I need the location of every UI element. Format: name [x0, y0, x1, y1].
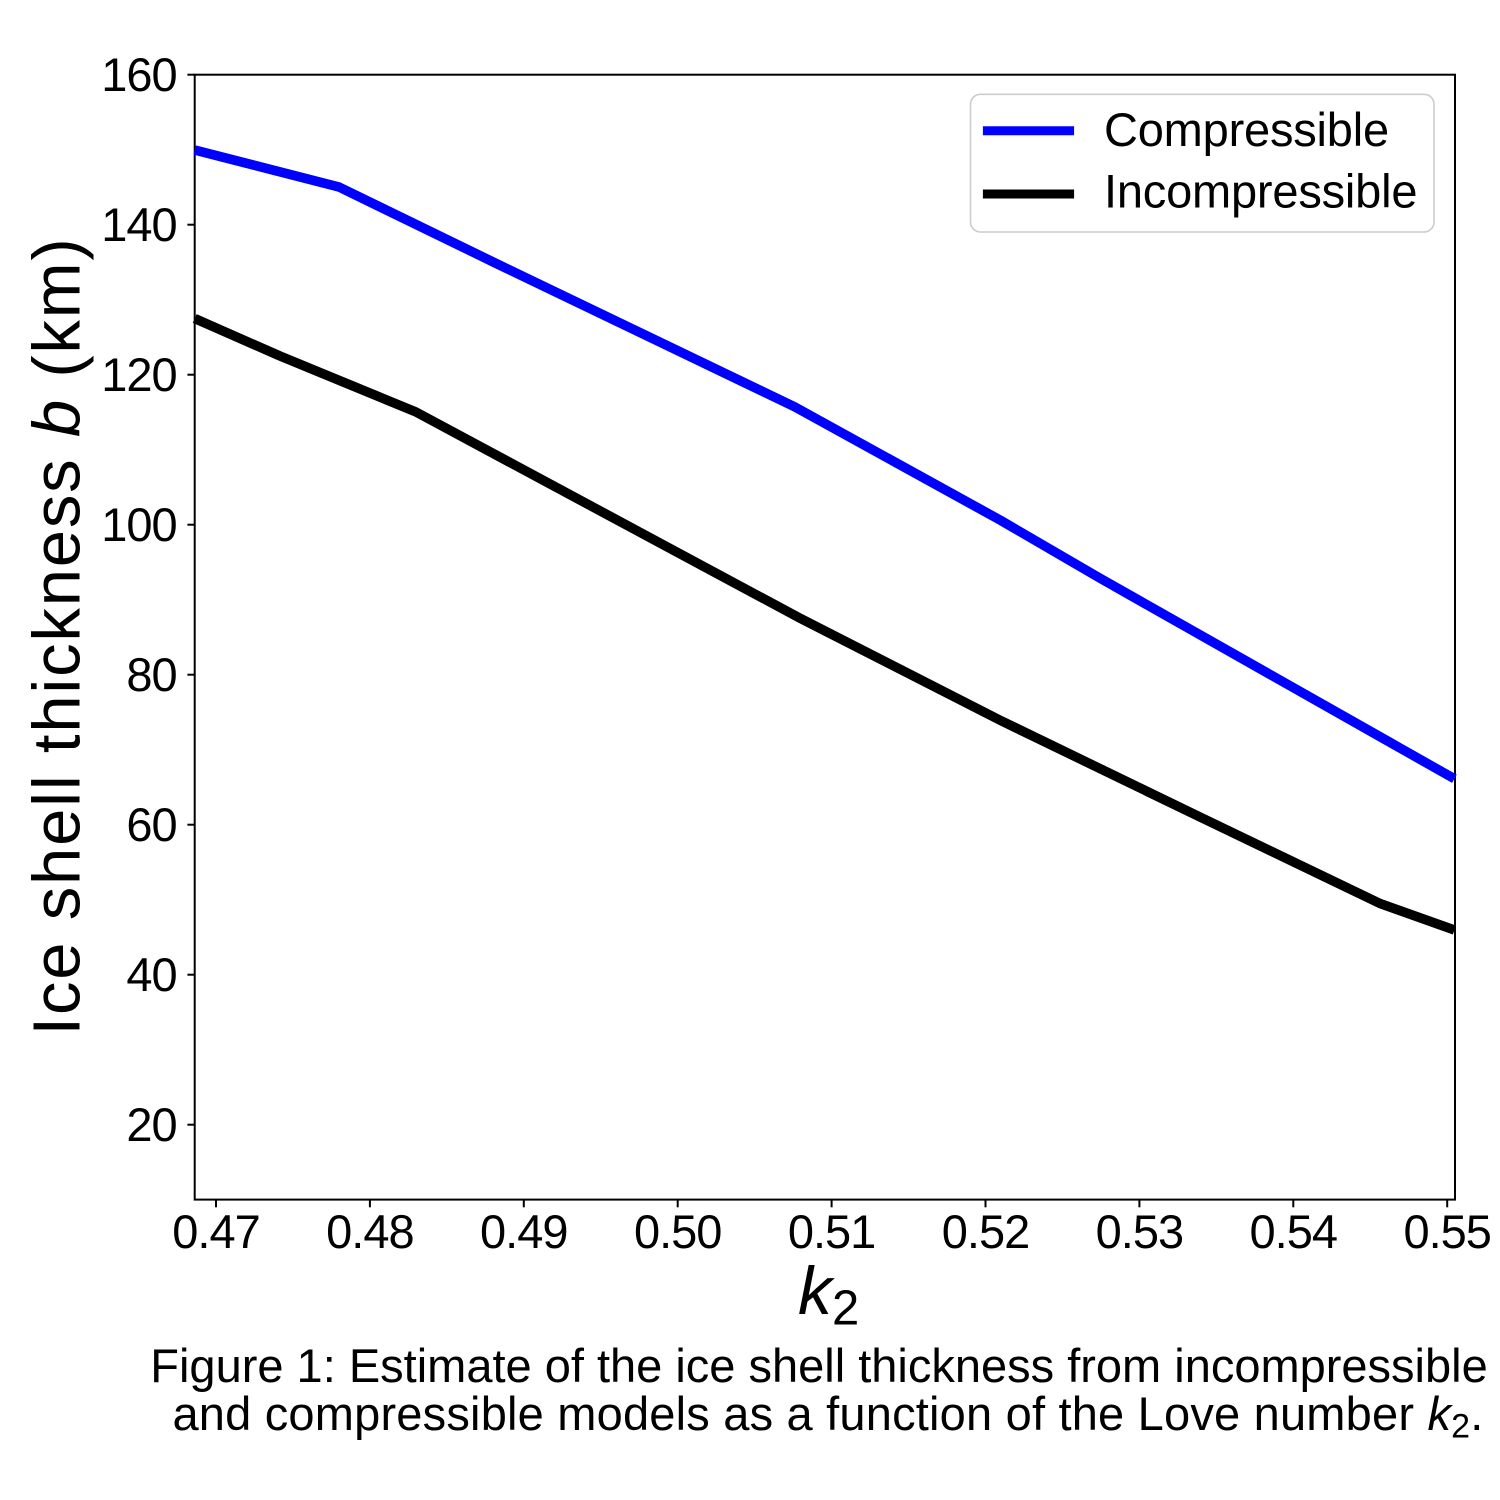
svg-text:0.55: 0.55 [1403, 1205, 1490, 1258]
svg-text:Incompressible: Incompressible [1104, 165, 1417, 218]
svg-text:0.50: 0.50 [634, 1205, 721, 1258]
svg-text:0.52: 0.52 [942, 1205, 1029, 1258]
svg-text:0.48: 0.48 [326, 1205, 413, 1258]
svg-text:0.51: 0.51 [788, 1205, 875, 1258]
svg-text:80: 80 [126, 648, 176, 701]
svg-text:120: 120 [101, 348, 176, 401]
svg-text:60: 60 [126, 798, 176, 851]
svg-text:Ice shell thickness b (km): Ice shell thickness b (km) [19, 237, 94, 1036]
svg-text:Compressible: Compressible [1104, 103, 1389, 156]
svg-text:k2: k2 [798, 1253, 859, 1336]
svg-text:40: 40 [126, 948, 176, 1001]
svg-text:140: 140 [101, 198, 176, 251]
svg-text:100: 100 [101, 498, 176, 551]
svg-text:160: 160 [101, 48, 176, 101]
svg-text:20: 20 [126, 1098, 176, 1151]
svg-text:Figure 1: Estimate of the ice: Figure 1: Estimate of the ice shell thic… [150, 1339, 1487, 1392]
svg-text:0.47: 0.47 [172, 1205, 259, 1258]
svg-text:0.53: 0.53 [1096, 1205, 1183, 1258]
svg-text:0.54: 0.54 [1250, 1205, 1337, 1258]
svg-text:and compressible models as a f: and compressible models as a function of… [172, 1387, 1483, 1446]
svg-text:0.49: 0.49 [480, 1205, 567, 1258]
